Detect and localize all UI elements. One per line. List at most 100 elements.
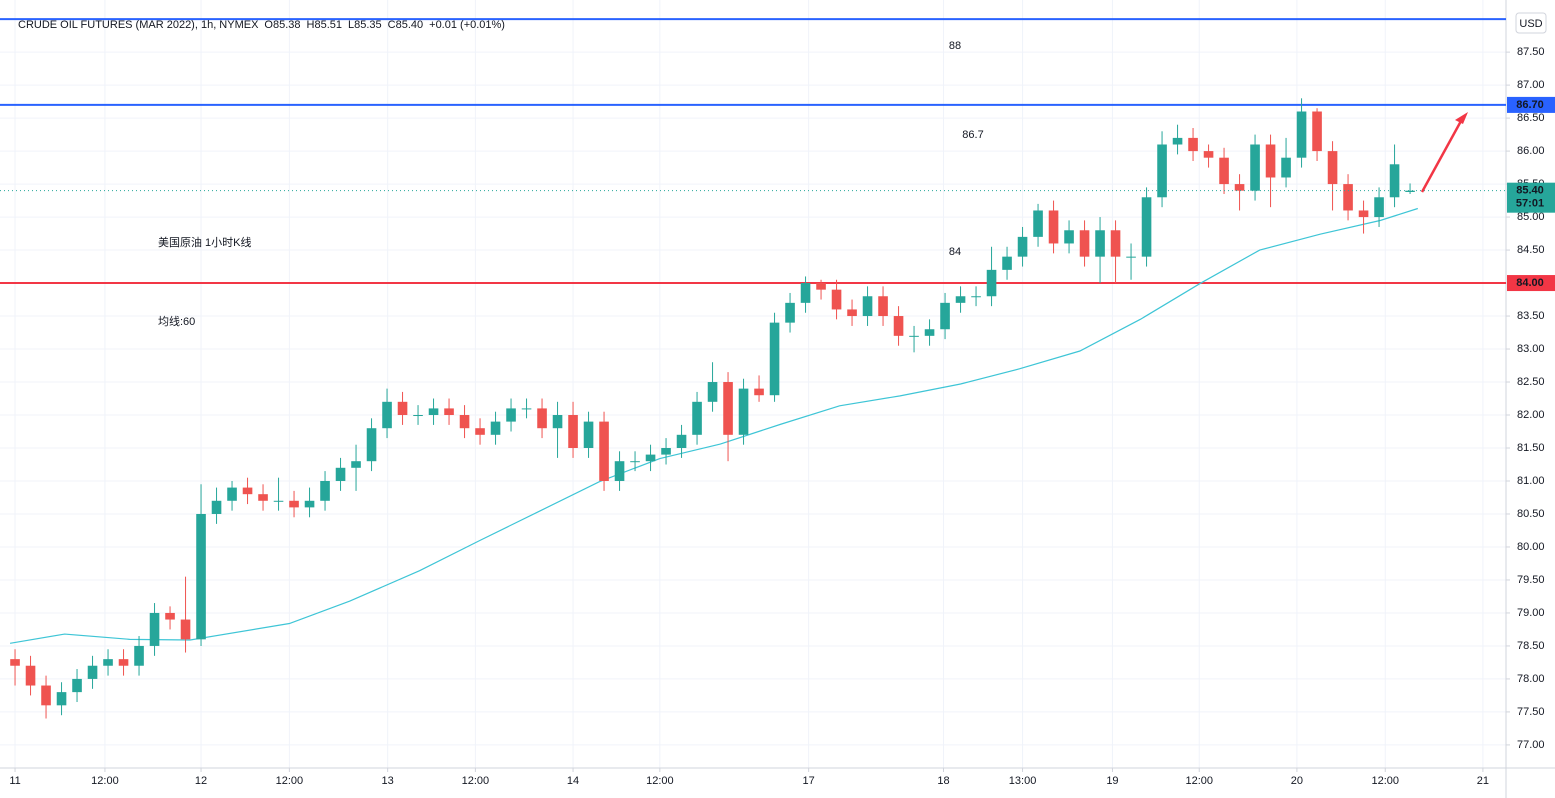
candle-body bbox=[1033, 210, 1043, 237]
candle-body bbox=[1188, 137, 1198, 152]
candle-body bbox=[599, 421, 609, 481]
arrow-head bbox=[1455, 112, 1468, 124]
last-price-label: 85.40 bbox=[1516, 185, 1544, 197]
candle-body bbox=[56, 692, 67, 706]
candle-body bbox=[1141, 197, 1152, 257]
candle-body bbox=[692, 401, 702, 435]
candle-body bbox=[490, 421, 501, 435]
ohlc-value: 85.51 bbox=[314, 19, 342, 31]
candle-body bbox=[196, 513, 206, 640]
ohlc-key: C bbox=[388, 19, 396, 31]
candle-body bbox=[645, 454, 656, 462]
candle-body bbox=[1157, 144, 1167, 198]
candle-body bbox=[1048, 210, 1059, 244]
candle-body bbox=[165, 612, 175, 620]
candle-body bbox=[537, 408, 547, 429]
candle-body bbox=[754, 388, 764, 396]
candle-body bbox=[893, 316, 904, 336]
y-tick-label: 87.50 bbox=[1517, 46, 1545, 58]
candle-body bbox=[273, 500, 284, 502]
ohlc-value: 85.40 bbox=[396, 19, 424, 31]
candle-body bbox=[506, 408, 516, 422]
candle-body bbox=[707, 382, 718, 402]
candle-body bbox=[1389, 164, 1400, 198]
candle-body bbox=[971, 296, 981, 298]
candle-body bbox=[521, 408, 532, 410]
x-tick-label: 12 bbox=[195, 775, 207, 787]
candle-body bbox=[1374, 197, 1384, 218]
candle-body bbox=[955, 296, 966, 303]
x-tick-label: 11 bbox=[9, 775, 20, 787]
candle-body bbox=[1064, 230, 1074, 244]
level-label-box bbox=[1507, 275, 1555, 292]
candle-body bbox=[583, 421, 594, 448]
annotation: 84 bbox=[949, 246, 961, 258]
y-tick-label: 83.50 bbox=[1517, 310, 1545, 322]
ohlc-value: 85.35 bbox=[354, 19, 382, 31]
candle-body bbox=[1095, 230, 1105, 257]
candle-body bbox=[10, 659, 20, 666]
x-tick-label: 12:00 bbox=[1185, 775, 1213, 787]
candle-body bbox=[242, 487, 253, 495]
x-tick-label: 12:00 bbox=[646, 775, 674, 787]
currency: USD bbox=[1519, 18, 1542, 30]
y-tick-label: 86.50 bbox=[1517, 112, 1545, 124]
candle-body bbox=[1343, 184, 1353, 211]
candle-body bbox=[1358, 210, 1369, 218]
candle-body bbox=[862, 296, 873, 317]
y-tick-label: 77.00 bbox=[1517, 739, 1545, 751]
candle-body bbox=[428, 408, 439, 416]
y-tick-label: 85.00 bbox=[1517, 211, 1545, 223]
candle-body bbox=[1405, 190, 1415, 192]
candle-body bbox=[909, 335, 919, 337]
candle-body bbox=[444, 408, 454, 416]
candle-body bbox=[475, 428, 485, 435]
y-tick-label: 78.50 bbox=[1517, 640, 1545, 652]
candle-body bbox=[1250, 144, 1260, 191]
candle-body bbox=[320, 480, 330, 501]
candle-body bbox=[1203, 151, 1214, 158]
candle-body bbox=[335, 467, 346, 481]
x-tick-label: 19 bbox=[1106, 775, 1118, 787]
candle-body bbox=[149, 612, 160, 646]
ohlc-key: H bbox=[307, 19, 315, 31]
candle-body bbox=[738, 388, 749, 435]
candle-body bbox=[676, 434, 687, 448]
candle-body bbox=[258, 494, 268, 501]
candle-body bbox=[366, 428, 377, 462]
currency-box[interactable] bbox=[1515, 12, 1547, 34]
y-tick-label: 82.50 bbox=[1517, 376, 1545, 388]
y-tick-label: 81.00 bbox=[1517, 475, 1545, 487]
moving-average bbox=[9, 207, 1418, 644]
candle-body bbox=[41, 685, 51, 706]
candle-body bbox=[180, 619, 191, 640]
candle-body bbox=[800, 283, 811, 303]
y-tick-label: 83.00 bbox=[1517, 343, 1545, 355]
y-tick-label: 80.00 bbox=[1517, 541, 1545, 553]
candle-body bbox=[831, 289, 842, 310]
level-label-box bbox=[1507, 96, 1555, 113]
y-tick-label: 82.00 bbox=[1517, 409, 1545, 421]
candle-body bbox=[118, 659, 129, 666]
candle-body bbox=[1172, 137, 1183, 145]
x-tick-label: 12:00 bbox=[1371, 775, 1399, 787]
candle-body bbox=[568, 415, 578, 448]
candle-body bbox=[614, 461, 625, 481]
candle-body bbox=[397, 401, 408, 416]
y-tick-label: 79.00 bbox=[1517, 607, 1545, 619]
candle-body bbox=[769, 322, 780, 396]
x-tick-label: 13:00 bbox=[1009, 775, 1037, 787]
countdown: 57:01 bbox=[1516, 198, 1544, 210]
candle-body bbox=[940, 302, 950, 330]
candle-body bbox=[211, 500, 222, 514]
x-tick-label: 12:00 bbox=[462, 775, 490, 787]
annotation: 86.7 bbox=[962, 129, 983, 141]
candle-body bbox=[1219, 157, 1229, 185]
candle-body bbox=[1312, 111, 1322, 152]
candle-body bbox=[351, 461, 361, 468]
x-tick-label: 13 bbox=[382, 775, 394, 787]
x-tick-label: 14 bbox=[567, 775, 579, 787]
candle-body bbox=[552, 415, 563, 429]
candle-body bbox=[459, 415, 470, 429]
